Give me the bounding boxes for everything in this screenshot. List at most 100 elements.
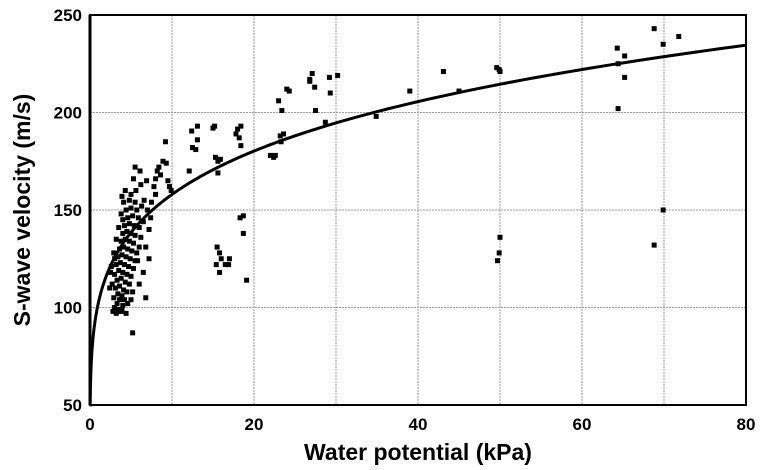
data-point bbox=[118, 238, 124, 244]
data-point bbox=[130, 330, 136, 336]
data-point bbox=[286, 88, 292, 94]
data-point bbox=[124, 289, 130, 295]
data-point bbox=[153, 176, 159, 182]
data-point bbox=[238, 123, 244, 129]
data-point bbox=[651, 26, 657, 32]
data-point bbox=[217, 250, 223, 256]
data-point bbox=[110, 308, 116, 314]
data-point bbox=[495, 258, 501, 264]
data-point bbox=[112, 271, 118, 277]
data-point bbox=[132, 232, 138, 238]
data-point bbox=[121, 223, 127, 229]
data-point bbox=[190, 145, 195, 151]
data-point bbox=[194, 123, 200, 129]
x-axis-label: Water potential (kPa) bbox=[304, 439, 532, 465]
data-point bbox=[186, 168, 192, 174]
data-point bbox=[326, 74, 332, 80]
data-point bbox=[115, 254, 121, 260]
data-point bbox=[136, 244, 142, 250]
data-point bbox=[117, 283, 123, 289]
data-point bbox=[120, 230, 126, 236]
data-point bbox=[327, 90, 333, 96]
data-point bbox=[440, 69, 446, 75]
data-point bbox=[127, 256, 133, 262]
data-point bbox=[279, 108, 285, 114]
data-point bbox=[134, 207, 140, 213]
data-point bbox=[130, 213, 136, 219]
x-tick-label: 0 bbox=[85, 415, 94, 434]
data-point bbox=[126, 221, 132, 227]
data-point bbox=[113, 262, 119, 268]
data-point bbox=[307, 76, 313, 82]
data-point bbox=[121, 287, 127, 293]
data-point bbox=[117, 260, 123, 266]
data-point bbox=[312, 84, 318, 90]
data-point bbox=[132, 164, 138, 170]
data-point bbox=[136, 281, 142, 287]
data-point bbox=[151, 184, 157, 190]
x-tick-label: 80 bbox=[737, 415, 756, 434]
data-point bbox=[148, 215, 154, 221]
data-point bbox=[114, 301, 120, 307]
data-point bbox=[116, 225, 122, 231]
data-point bbox=[129, 248, 135, 254]
data-point bbox=[124, 228, 130, 234]
data-point bbox=[212, 154, 218, 160]
data-point bbox=[119, 293, 125, 299]
data-point bbox=[244, 277, 250, 283]
data-point bbox=[144, 178, 150, 184]
data-point bbox=[108, 269, 113, 275]
data-point bbox=[133, 188, 139, 193]
data-point bbox=[114, 277, 120, 283]
data-point bbox=[226, 262, 232, 268]
data-point bbox=[120, 303, 126, 309]
data-point bbox=[117, 297, 123, 303]
data-point bbox=[113, 236, 119, 242]
data-point bbox=[126, 238, 132, 244]
data-point bbox=[146, 256, 152, 262]
data-point bbox=[163, 160, 169, 166]
x-tick-labels: 0 20 40 60 80 bbox=[85, 415, 755, 434]
data-point bbox=[168, 188, 174, 193]
data-point bbox=[118, 211, 124, 217]
data-point bbox=[109, 281, 115, 287]
data-point bbox=[622, 53, 628, 59]
data-point bbox=[277, 133, 283, 139]
y-tick-label: 250 bbox=[54, 6, 82, 25]
data-point bbox=[213, 262, 219, 268]
data-point bbox=[149, 199, 154, 205]
x-tick-label: 20 bbox=[245, 415, 264, 434]
data-point bbox=[123, 310, 129, 316]
data-point bbox=[194, 137, 200, 143]
data-point bbox=[119, 193, 125, 199]
data-point bbox=[120, 217, 126, 223]
data-point bbox=[660, 41, 666, 47]
data-point bbox=[237, 215, 243, 221]
y-tick-labels: 50 100 150 200 250 bbox=[54, 6, 82, 415]
data-point bbox=[124, 271, 130, 277]
data-point bbox=[111, 250, 117, 256]
data-point bbox=[407, 88, 413, 94]
y-tick-label: 150 bbox=[54, 201, 82, 220]
data-point bbox=[128, 205, 134, 211]
data-point bbox=[497, 69, 503, 75]
data-point bbox=[146, 227, 152, 232]
data-point bbox=[119, 306, 125, 312]
data-point bbox=[238, 143, 244, 149]
data-point bbox=[153, 191, 159, 197]
data-point bbox=[131, 223, 137, 229]
data-point bbox=[125, 246, 131, 252]
data-point bbox=[121, 262, 127, 268]
data-point bbox=[143, 244, 149, 250]
data-point bbox=[121, 297, 127, 303]
data-point bbox=[115, 308, 121, 314]
data-point bbox=[189, 128, 195, 134]
data-point bbox=[132, 199, 138, 205]
data-point bbox=[122, 279, 128, 285]
data-point bbox=[233, 131, 239, 137]
data-point bbox=[373, 113, 379, 119]
data-point bbox=[116, 267, 122, 273]
data-point bbox=[267, 152, 273, 158]
data-point bbox=[128, 273, 134, 279]
